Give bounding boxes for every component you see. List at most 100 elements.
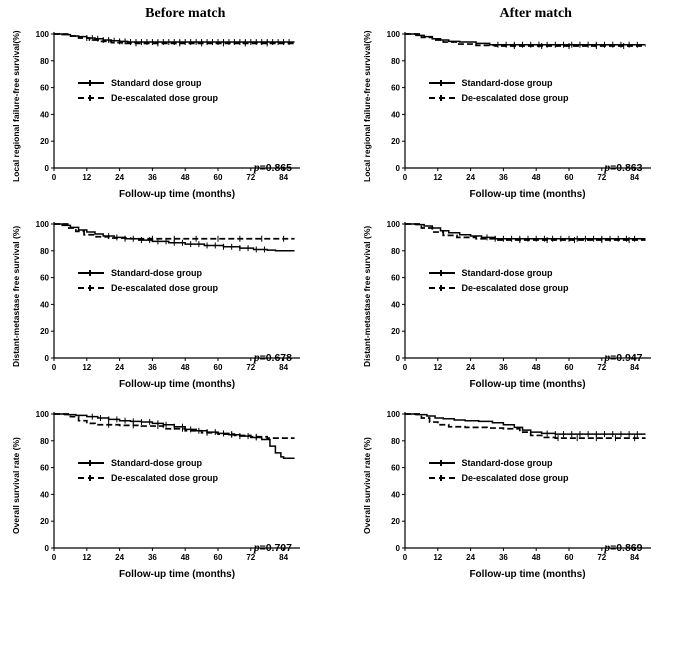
svg-text:20: 20 <box>391 327 400 336</box>
legend-item: Standard dose group <box>78 78 218 88</box>
svg-text:24: 24 <box>466 363 475 372</box>
dashed-line-marker <box>428 95 455 101</box>
svg-text:80: 80 <box>40 247 49 256</box>
svg-text:48: 48 <box>531 553 540 562</box>
p-value: p=0.865 <box>253 162 292 174</box>
dashed-line-marker <box>78 285 104 291</box>
svg-text:100: 100 <box>386 220 400 229</box>
svg-text:80: 80 <box>40 437 49 446</box>
legend: Standard-dose group De-escalated dose gr… <box>428 78 569 103</box>
km-panel-lrffs-before: Local regional failure-free survival(%) … <box>10 26 335 200</box>
legend-item: De-escalated dose group <box>428 93 569 103</box>
svg-text:24: 24 <box>115 553 124 562</box>
svg-text:84: 84 <box>630 553 639 562</box>
y-axis-label: Distant-metastase free survival (%) <box>361 225 372 367</box>
legend-item: Standard-dose group <box>428 458 569 468</box>
p-value: p=0.869 <box>604 542 643 554</box>
km-panel-os-before: Overall survival rate (%) 0 12 24 36 48 60 72 8… <box>10 406 335 580</box>
legend-item: Standard-dose group <box>428 78 569 88</box>
solid-line-marker <box>78 460 104 466</box>
legend-label: Standard-dose group <box>461 78 553 88</box>
y-axis-label: Overall survival rate (%) <box>11 437 21 535</box>
svg-text:36: 36 <box>498 363 507 372</box>
svg-text:0: 0 <box>52 363 57 372</box>
solid-line-marker <box>428 460 455 466</box>
svg-text:72: 72 <box>246 173 255 182</box>
km-plot: 0 12 24 36 48 60 72 84 0 20 40 60 80 100 <box>386 220 651 372</box>
svg-text:40: 40 <box>40 490 49 499</box>
svg-text:60: 60 <box>391 464 400 473</box>
p-value: p=0.678 <box>253 352 292 364</box>
y-axis-label: Distant-metastase free survival (%) <box>11 225 21 367</box>
svg-text:80: 80 <box>40 57 49 66</box>
svg-text:72: 72 <box>597 363 606 372</box>
svg-text:24: 24 <box>466 553 475 562</box>
km-panel-lrffs-after: Local regional failure-free survival(%) … <box>361 26 686 200</box>
svg-text:36: 36 <box>148 363 157 372</box>
svg-text:60: 60 <box>214 363 223 372</box>
x-axis-label: Follow-up time (months) <box>469 379 586 390</box>
svg-text:100: 100 <box>36 410 50 419</box>
svg-text:48: 48 <box>181 553 190 562</box>
legend-item: De-escalated dose group <box>78 93 218 103</box>
legend-label: Standard-dose group <box>461 268 553 278</box>
svg-text:100: 100 <box>386 30 400 39</box>
dashed-line-marker <box>78 95 104 101</box>
svg-text:20: 20 <box>40 327 49 336</box>
column-title-after-match: After match <box>499 6 572 21</box>
svg-text:48: 48 <box>531 363 540 372</box>
legend-item: De-escalated dose group <box>78 473 218 483</box>
svg-text:0: 0 <box>45 164 50 173</box>
legend-item: Standard-dose group <box>78 268 218 278</box>
legend: Standard-dose group De-escalated dose gr… <box>78 458 218 483</box>
km-panel-dmfs-before: Distant-metastase free survival (%) 0 12 2… <box>10 216 335 390</box>
legend-label: De-escalated dose group <box>461 93 569 103</box>
legend-label: De-escalated dose group <box>461 283 569 293</box>
y-axis-label: Overall survival rate (%) <box>361 437 372 535</box>
svg-text:60: 60 <box>40 274 49 283</box>
svg-text:36: 36 <box>498 173 507 182</box>
legend-label: Standard-dose group <box>111 268 203 278</box>
svg-text:24: 24 <box>115 173 124 182</box>
km-plot: 0 12 24 36 48 60 72 84 0 20 40 60 80 100 <box>386 410 651 562</box>
svg-text:0: 0 <box>45 354 50 363</box>
svg-text:0: 0 <box>52 173 57 182</box>
svg-text:60: 60 <box>564 173 573 182</box>
svg-text:48: 48 <box>181 363 190 372</box>
legend-label: De-escalated dose group <box>111 93 219 103</box>
p-value: p=0.863 <box>604 162 643 174</box>
svg-text:72: 72 <box>597 173 606 182</box>
svg-text:20: 20 <box>40 517 49 526</box>
dashed-line-marker <box>78 475 104 481</box>
svg-text:12: 12 <box>433 363 442 372</box>
svg-text:72: 72 <box>246 363 255 372</box>
km-panel-os-after: Overall survival rate (%) 0 12 24 36 48 60 72 8… <box>361 406 686 580</box>
svg-text:0: 0 <box>395 164 400 173</box>
svg-text:48: 48 <box>181 173 190 182</box>
svg-text:84: 84 <box>279 363 288 372</box>
svg-text:84: 84 <box>630 173 639 182</box>
svg-text:40: 40 <box>391 490 400 499</box>
svg-text:24: 24 <box>466 173 475 182</box>
svg-text:12: 12 <box>433 173 442 182</box>
svg-text:100: 100 <box>36 220 50 229</box>
legend-label: De-escalated dose group <box>461 473 569 483</box>
x-axis-label: Follow-up time (months) <box>118 189 236 200</box>
svg-text:100: 100 <box>386 410 400 419</box>
km-panel-dmfs-after: Distant-metastase free survival (%) 0 12 2… <box>361 216 686 390</box>
svg-text:72: 72 <box>246 553 255 562</box>
legend-label: Standard dose group <box>111 78 202 88</box>
svg-text:84: 84 <box>279 553 288 562</box>
svg-text:84: 84 <box>279 173 288 182</box>
solid-line-marker <box>428 80 455 86</box>
solid-line-marker <box>78 270 104 276</box>
svg-text:12: 12 <box>433 553 442 562</box>
svg-text:80: 80 <box>391 247 400 256</box>
legend-item: De-escalated dose group <box>428 473 569 483</box>
legend-label: Standard-dose group <box>111 458 203 468</box>
legend: Standard dose group De-escalated dose gr… <box>78 78 218 103</box>
panel-grid: Local regional failure-free survival(%) … <box>10 26 685 580</box>
svg-text:40: 40 <box>391 110 400 119</box>
dashed-line-marker <box>428 475 455 481</box>
x-axis-label: Follow-up time (months) <box>118 379 236 390</box>
